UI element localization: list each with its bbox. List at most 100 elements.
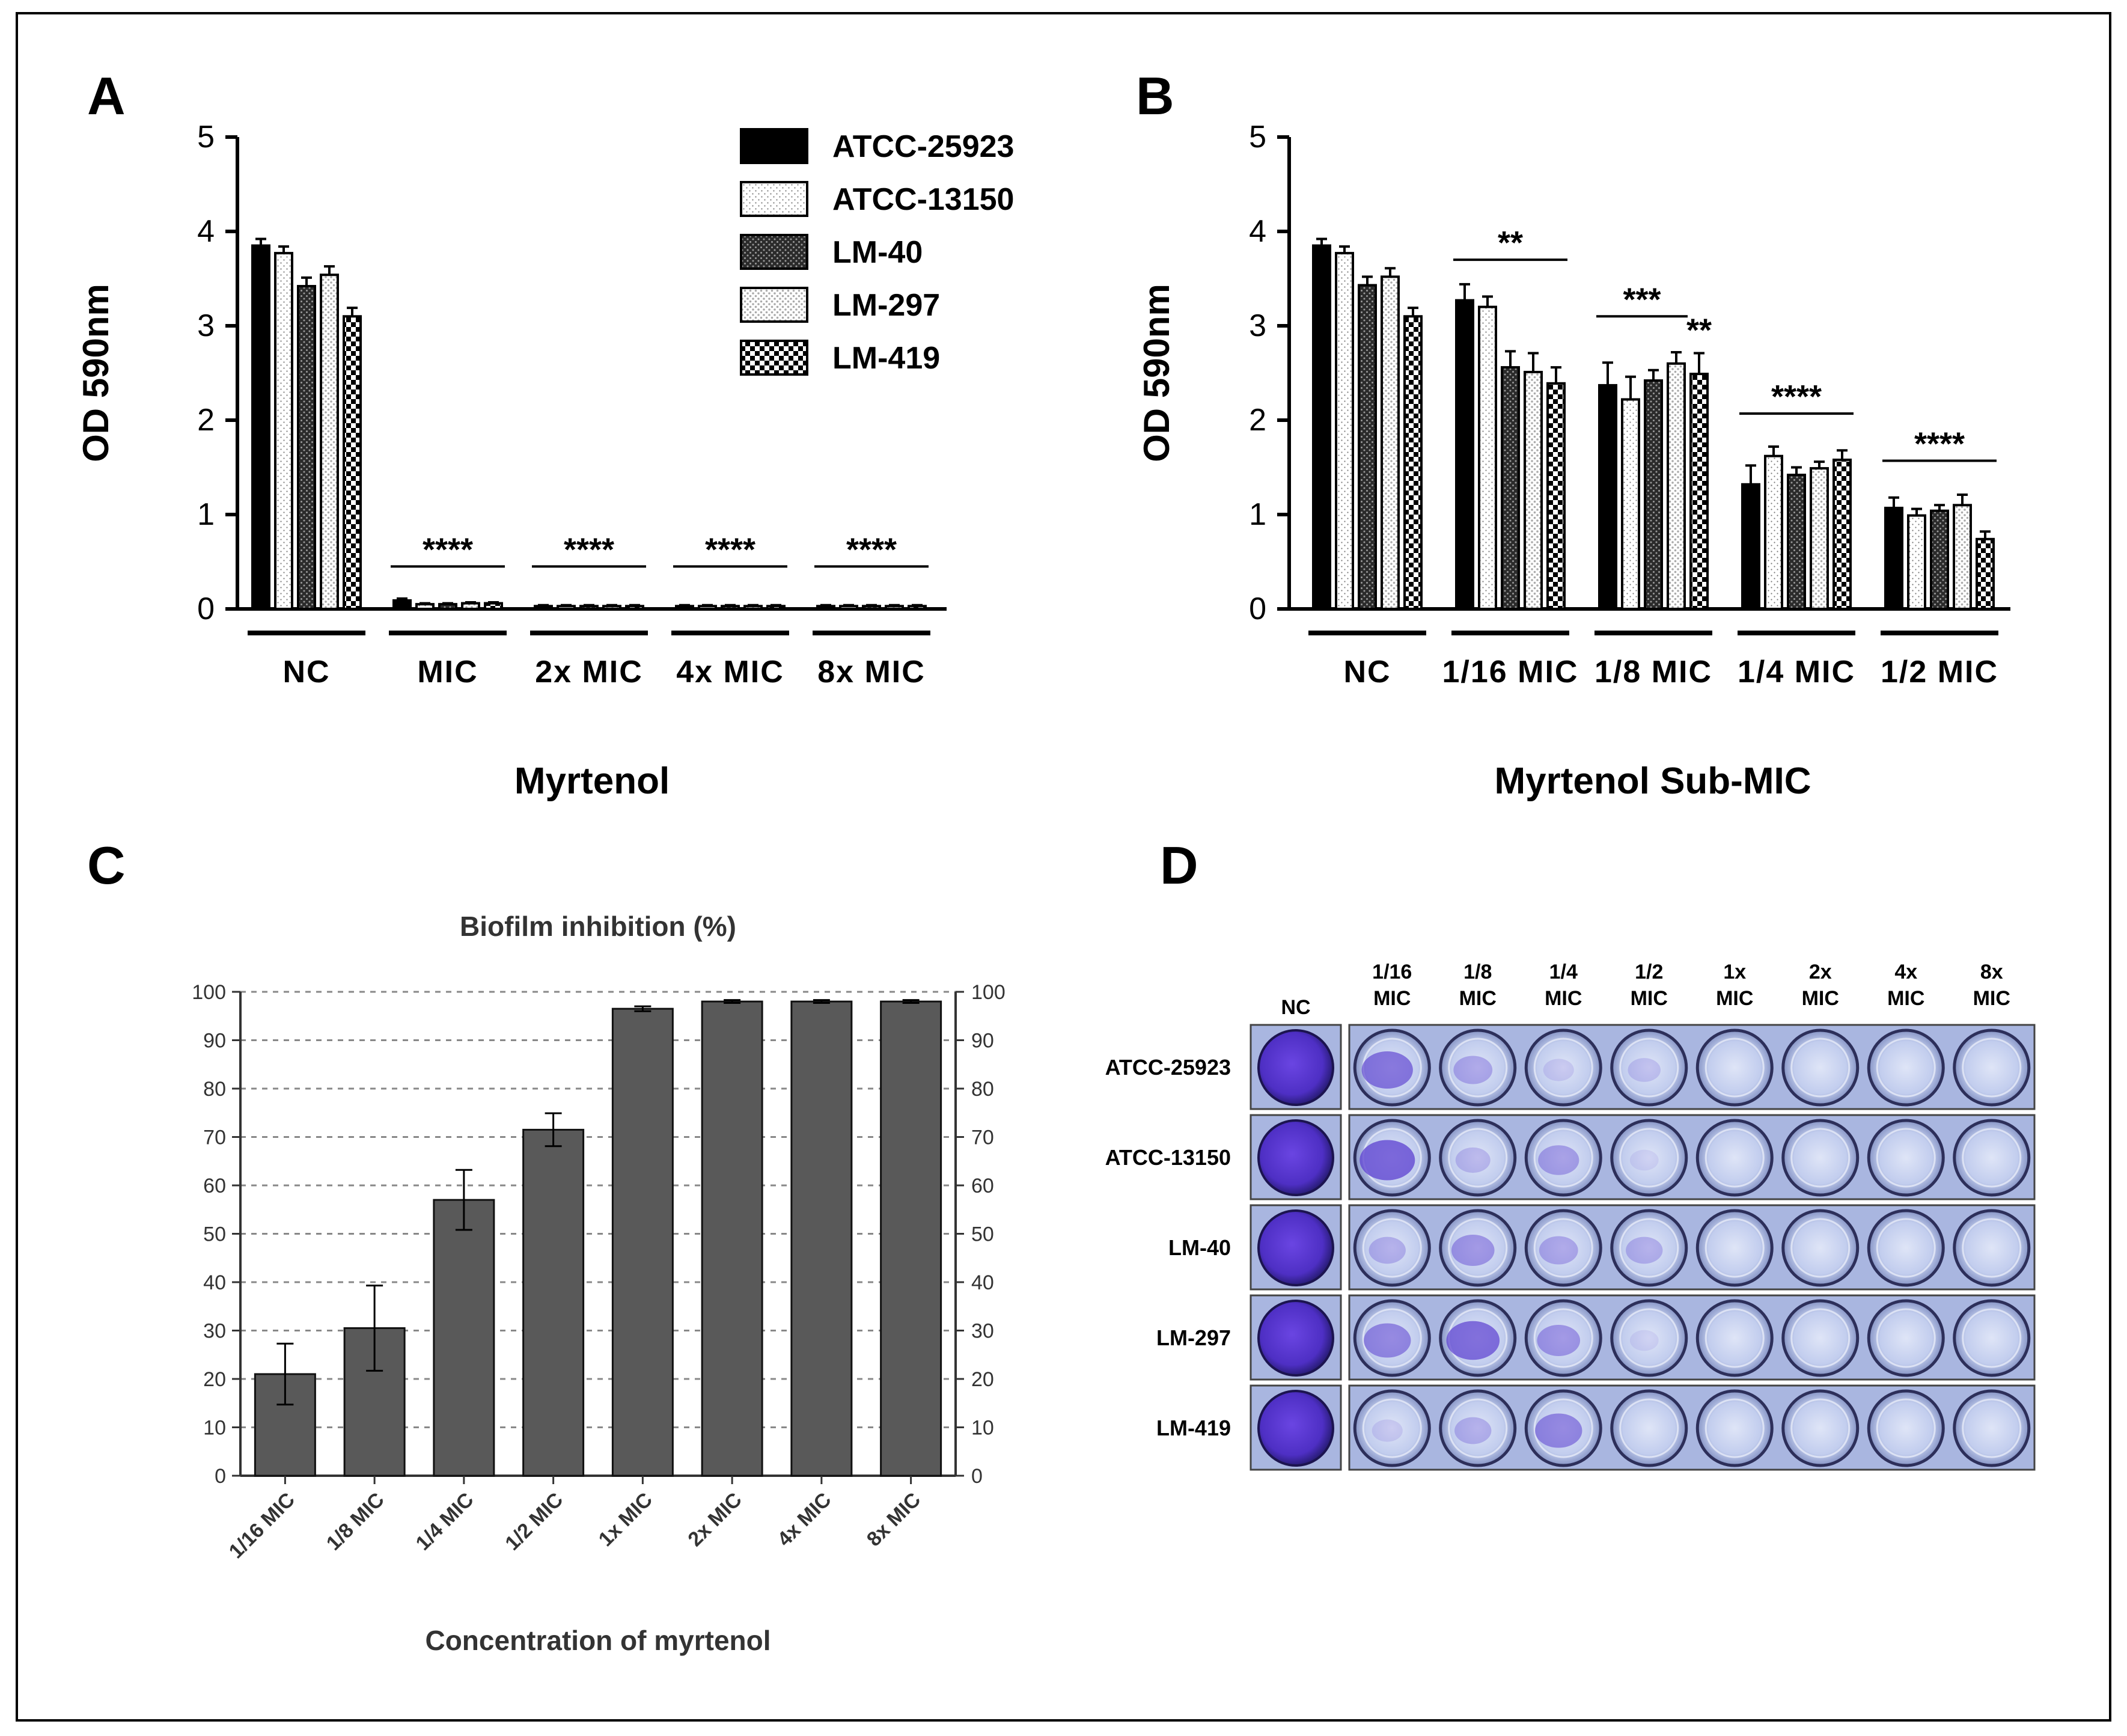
y-tick-label: 0 (1249, 591, 1266, 626)
well-highlight (1876, 1038, 1936, 1098)
well-highlight (1876, 1218, 1936, 1278)
y-tick-label-right: 30 (971, 1320, 994, 1343)
bar (701, 1000, 763, 1477)
well-highlight (1962, 1308, 2022, 1368)
bar (602, 605, 621, 610)
biofilm-stain (1455, 1147, 1491, 1173)
biofilm-stain (1628, 1058, 1661, 1082)
well-highlight (1619, 1398, 1679, 1458)
bar (343, 315, 362, 610)
bar (1501, 366, 1520, 611)
bar (1598, 384, 1617, 610)
well-highlight (1790, 1038, 1851, 1098)
bar (766, 605, 786, 610)
bar (1787, 474, 1806, 610)
y-tick-label-right: 50 (971, 1223, 994, 1246)
panel-d-plate-image: NC 1/16 MIC 1/8 MIC 1/4 MIC 1/2 MIC 1x MIC 2x MIC 4x M… (1105, 961, 2036, 1471)
chart-title: Biofilm inhibition (%) (460, 911, 736, 942)
column-header-bottom: MIC (1631, 987, 1668, 1010)
column-header-top: 2x (1809, 961, 1832, 983)
y-tick-label: 10 (203, 1417, 226, 1440)
column-header-bottom: MIC (1373, 987, 1411, 1010)
well-highlight (1619, 1308, 1679, 1368)
y-tick-label: 0 (197, 591, 215, 626)
well-highlight (1876, 1308, 1936, 1368)
well (1439, 1028, 1517, 1107)
x-tick-label: 1/4 MIC (411, 1488, 478, 1555)
well (1953, 1209, 2031, 1287)
panel-letter-a: A (87, 66, 126, 126)
nc-well (1257, 1119, 1334, 1196)
well-highlight (1704, 1308, 1765, 1368)
significance-label: **** (1771, 379, 1822, 415)
bar (534, 605, 553, 610)
column-header-top: 1/2 (1635, 961, 1663, 983)
biofilm-stain (1454, 1417, 1492, 1444)
bar (557, 605, 576, 610)
bar (461, 602, 480, 611)
well-highlight (1790, 1308, 1851, 1368)
well-highlight (1704, 1128, 1765, 1188)
well (1953, 1119, 2031, 1197)
y-tick-label: 70 (203, 1126, 226, 1149)
biofilm-stain (1361, 1051, 1413, 1089)
biofilm-stain (1369, 1236, 1406, 1264)
bar (415, 603, 435, 611)
x-tick-label: 1/8 MIC (322, 1488, 389, 1555)
bar (816, 605, 835, 610)
well-highlight (1533, 1128, 1593, 1188)
bar (1335, 252, 1354, 610)
biofilm-stain (1538, 1145, 1579, 1175)
well (1953, 1028, 2031, 1107)
well-highlight (1448, 1128, 1508, 1188)
biofilm-stain (1539, 1236, 1578, 1265)
y-tick-label: 2 (1249, 403, 1266, 438)
bar (880, 1000, 942, 1477)
well (1353, 1389, 1431, 1467)
column-header-bottom: MIC (1887, 987, 1924, 1010)
well (1781, 1119, 1860, 1197)
biofilm-stain (1626, 1236, 1663, 1264)
well-highlight (1704, 1218, 1765, 1278)
x-tick-label: 1/2 MIC (1881, 655, 1998, 689)
well-highlight (1704, 1398, 1765, 1458)
panel-b-chart: 0 1 2 3 4 5 OD 590nm NC 1/16 MIC 1/8 MIC 1/4 MIC 1/… (1137, 120, 2010, 802)
y-tick-label-right: 0 (971, 1465, 983, 1488)
x-tick-label: 1/8 MIC (1594, 655, 1712, 689)
bar (251, 244, 270, 610)
column-header-top: 1/8 (1463, 961, 1492, 983)
x-tick-label: 8x MIC (817, 655, 926, 689)
x-tick-label: NC (282, 655, 330, 689)
bar (1976, 537, 1995, 611)
bar (1403, 315, 1423, 610)
bar (675, 605, 694, 610)
legend-entry: ATCC-25923 (832, 129, 1014, 164)
y-tick-label-right: 20 (971, 1368, 994, 1391)
y-tick-label-right: 100 (971, 981, 1006, 1004)
well (1524, 1028, 1602, 1107)
x-tick-label: 2x MIC (683, 1488, 746, 1551)
well-highlight (1790, 1128, 1851, 1188)
bar (320, 274, 339, 611)
well (1610, 1209, 1688, 1287)
bar (698, 605, 717, 610)
biofilm-stain (1453, 1056, 1493, 1084)
significance-label: **** (564, 531, 614, 567)
y-tick-label: 5 (1249, 120, 1266, 154)
biofilm-stain (1372, 1419, 1403, 1442)
nc-well (1257, 1390, 1334, 1467)
column-header-bottom: MIC (1545, 987, 1582, 1010)
well (1867, 1119, 1945, 1197)
bar (908, 605, 927, 610)
column-header-bottom: MIC (1716, 987, 1753, 1010)
well (1781, 1389, 1860, 1467)
y-tick-label: 20 (203, 1368, 226, 1391)
significance-label: **** (1914, 426, 1965, 462)
biofilm-stain (1629, 1149, 1659, 1171)
panel-a-chart: 0 1 2 3 4 5 OD 590nm NC MIC 2x MIC 4x MIC 8x MIC Myr… (76, 120, 947, 802)
well (1439, 1119, 1517, 1197)
panel-c-chart: Biofilm inhibition (%) 0 0 10 10 20 20 30 30 40 40… (192, 911, 1005, 1656)
well (1610, 1299, 1688, 1377)
x-tick-label: 2x MIC (535, 655, 643, 689)
bar (721, 605, 740, 610)
